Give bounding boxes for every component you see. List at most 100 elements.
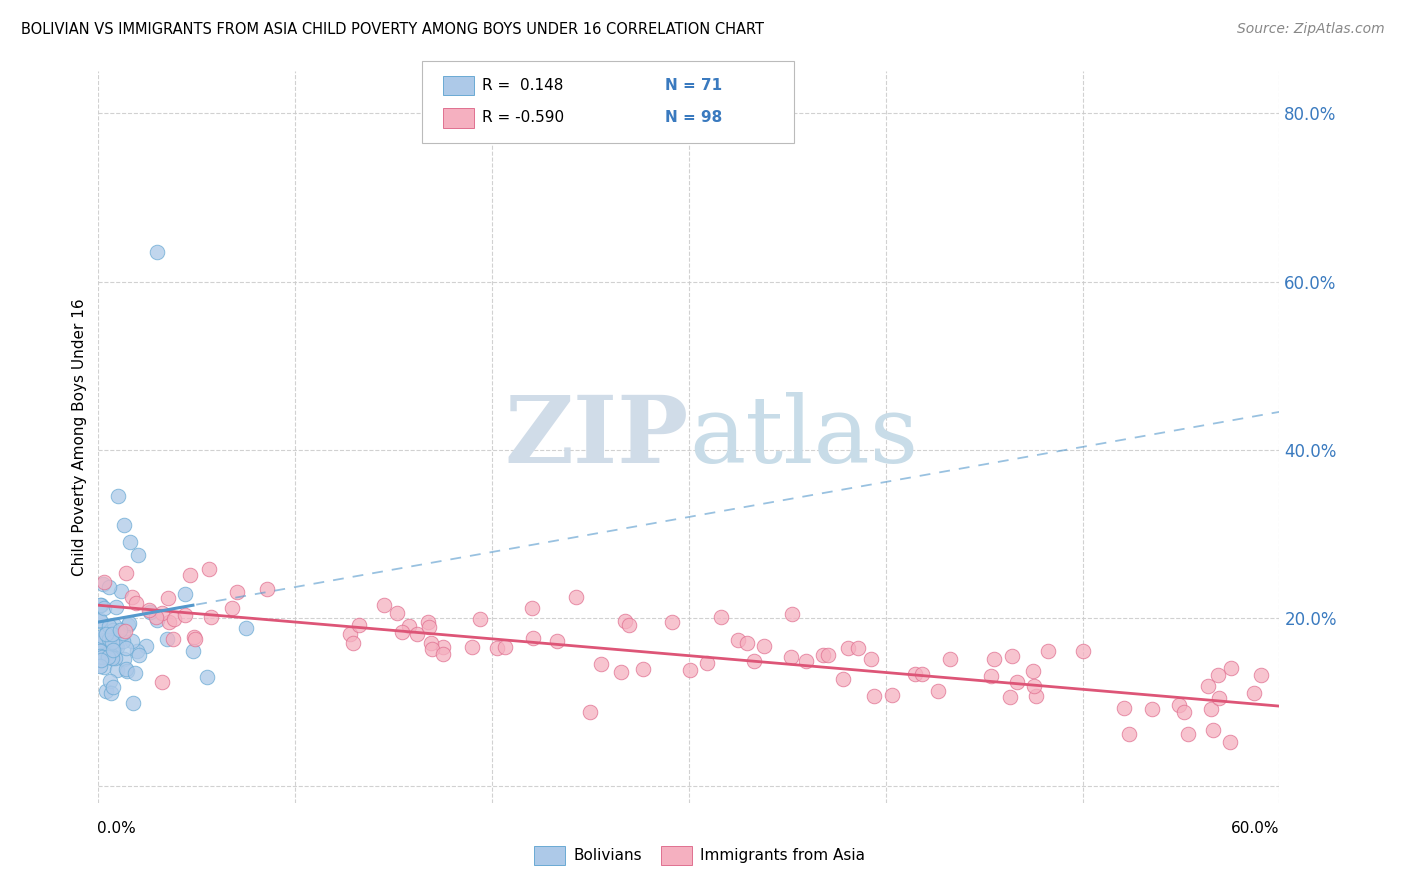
Point xyxy=(1071,644,1094,658)
Point xyxy=(420,641,443,656)
Point xyxy=(93,632,115,647)
Point xyxy=(752,639,775,653)
Point xyxy=(145,610,167,624)
Point xyxy=(432,647,454,661)
Point xyxy=(101,634,124,648)
Point xyxy=(105,640,128,654)
Point xyxy=(1208,691,1230,706)
Point xyxy=(225,585,247,599)
Point xyxy=(89,641,111,656)
Point xyxy=(179,567,201,582)
Point xyxy=(93,660,115,674)
Point xyxy=(146,245,169,260)
Point xyxy=(139,605,162,619)
Point xyxy=(200,609,222,624)
Text: R =  0.148: R = 0.148 xyxy=(482,78,564,93)
Point xyxy=(860,651,883,665)
Text: BOLIVIAN VS IMMIGRANTS FROM ASIA CHILD POVERTY AMONG BOYS UNDER 16 CORRELATION C: BOLIVIAN VS IMMIGRANTS FROM ASIA CHILD P… xyxy=(21,22,763,37)
Point xyxy=(418,620,440,634)
Point xyxy=(811,648,834,662)
Point xyxy=(101,642,124,657)
Point xyxy=(156,591,179,605)
Point xyxy=(124,665,146,680)
Point xyxy=(398,619,420,633)
Point xyxy=(927,683,949,698)
Point xyxy=(1118,727,1140,741)
Point xyxy=(617,618,640,632)
Point xyxy=(696,657,718,671)
Point xyxy=(101,650,124,665)
Point xyxy=(89,613,111,627)
Point xyxy=(121,590,143,604)
Point xyxy=(104,600,127,615)
Point xyxy=(93,574,115,589)
Point xyxy=(832,672,855,686)
Point xyxy=(1112,701,1135,715)
Point xyxy=(91,629,114,643)
Y-axis label: Child Poverty Among Boys Under 16: Child Poverty Among Boys Under 16 xyxy=(72,298,87,576)
Point xyxy=(1250,668,1272,682)
Point xyxy=(117,617,139,632)
Point xyxy=(882,688,904,702)
Point xyxy=(385,606,408,620)
Point xyxy=(135,640,157,654)
Point xyxy=(118,535,141,549)
Point xyxy=(1199,702,1222,716)
Point xyxy=(162,632,184,646)
Point xyxy=(520,600,543,615)
Point xyxy=(110,624,132,638)
Text: atlas: atlas xyxy=(689,392,918,482)
Point xyxy=(1202,723,1225,738)
Point xyxy=(174,607,197,622)
Point xyxy=(1177,726,1199,740)
Point xyxy=(1206,667,1229,681)
Point xyxy=(111,626,134,640)
Point xyxy=(100,648,122,662)
Point xyxy=(609,665,631,679)
Point xyxy=(98,632,121,646)
Point xyxy=(349,618,371,632)
Point xyxy=(565,591,588,605)
Point xyxy=(89,646,111,660)
Point xyxy=(183,630,205,644)
Point xyxy=(373,598,395,612)
Text: 60.0%: 60.0% xyxy=(1232,821,1279,836)
Point xyxy=(174,587,197,601)
Point xyxy=(110,584,132,599)
Point xyxy=(89,615,111,629)
Point xyxy=(862,689,884,703)
Point xyxy=(1220,661,1243,675)
Point xyxy=(104,651,127,665)
Text: N = 98: N = 98 xyxy=(665,111,723,125)
Point xyxy=(578,705,600,719)
Point xyxy=(125,597,148,611)
Point xyxy=(1025,689,1047,703)
Point xyxy=(522,631,544,645)
Point xyxy=(406,626,429,640)
Point xyxy=(1219,735,1241,749)
Point xyxy=(98,580,121,594)
Point xyxy=(97,619,120,633)
Point xyxy=(183,632,205,647)
Point xyxy=(494,640,516,654)
Point xyxy=(122,696,145,710)
Point xyxy=(1001,649,1024,664)
Point xyxy=(111,634,134,648)
Point xyxy=(121,633,143,648)
Point xyxy=(342,636,364,650)
Point xyxy=(127,548,149,562)
Point xyxy=(97,650,120,665)
Point xyxy=(114,624,136,638)
Point xyxy=(104,638,127,652)
Text: R = -0.590: R = -0.590 xyxy=(482,111,564,125)
Text: Bolivians: Bolivians xyxy=(574,848,643,863)
Point xyxy=(157,615,180,629)
Point xyxy=(107,489,129,503)
Point xyxy=(1140,702,1163,716)
Point xyxy=(93,601,115,615)
Point xyxy=(837,640,859,655)
Point xyxy=(103,618,125,632)
Point xyxy=(911,667,934,681)
Text: Immigrants from Asia: Immigrants from Asia xyxy=(700,848,865,863)
Point xyxy=(163,611,186,625)
